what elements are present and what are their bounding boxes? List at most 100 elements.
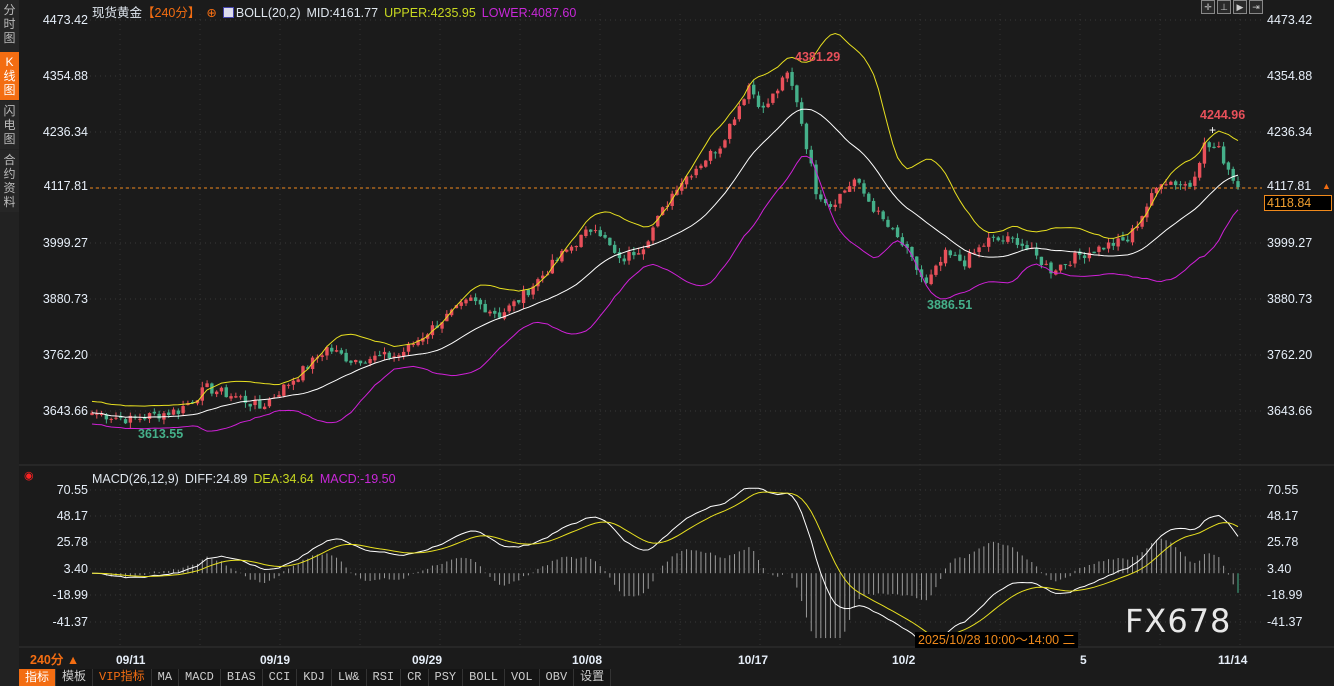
price-axis-label: 3762.20 xyxy=(42,348,88,362)
symbol-name: 现货黄金 xyxy=(92,6,143,20)
sidebar-item-kline[interactable]: K线图 xyxy=(0,52,19,100)
candle-body xyxy=(929,274,933,285)
candle-body xyxy=(1164,184,1168,186)
tab-macd[interactable]: MACD xyxy=(179,669,221,686)
candle-body xyxy=(1082,255,1087,259)
tab-lw[interactable]: LW& xyxy=(331,669,367,686)
candle-body xyxy=(1193,176,1197,186)
candle-body xyxy=(1121,237,1125,241)
period-selector[interactable]: 240分 ▲ xyxy=(30,653,80,667)
candle-body xyxy=(1197,162,1202,178)
candle-body xyxy=(895,227,900,238)
tab-templates[interactable]: 模板 xyxy=(56,669,94,686)
fit-range-icon[interactable]: ⊥ xyxy=(1217,0,1231,14)
candle-body xyxy=(967,252,972,268)
candle-body xyxy=(972,252,976,254)
candle-body xyxy=(238,396,243,398)
record-indicator-icon[interactable]: ◉ xyxy=(24,470,34,482)
candle-body xyxy=(483,303,487,313)
price-axis-label: 4117.81 xyxy=(1267,179,1312,193)
tab-bias[interactable]: BIAS xyxy=(220,669,263,686)
candle-body xyxy=(862,183,866,194)
tab-vip-indicators[interactable]: VIP指标 xyxy=(93,669,152,686)
tab-settings[interactable]: 设置 xyxy=(574,669,612,686)
candle-body xyxy=(934,265,938,275)
candle-body xyxy=(449,309,454,316)
boll-upper-line xyxy=(91,33,1239,407)
tab-boll[interactable]: BOLL xyxy=(463,669,505,686)
jump-end-icon[interactable]: ⇥ xyxy=(1249,0,1263,14)
candle-body xyxy=(411,343,415,346)
candle-body xyxy=(1078,251,1082,255)
candle-body xyxy=(363,362,368,364)
candle-body xyxy=(737,106,742,120)
candle-body xyxy=(823,198,828,204)
macd-name: MACD(26,12,9) xyxy=(92,472,179,486)
candle-body xyxy=(296,379,300,382)
macd-header: MACD(26,12,9) DIFF:24.89 DEA:34.64 MACD:-19… xyxy=(92,472,402,486)
candle-body xyxy=(876,210,881,212)
macd-axis-label: 70.55 xyxy=(56,483,88,497)
candle-body xyxy=(588,229,593,232)
candle-body xyxy=(286,384,291,386)
macd-axis-label: 25.78 xyxy=(1267,535,1299,549)
tab-indicators[interactable]: 指标 xyxy=(19,669,57,686)
candle-body xyxy=(205,383,209,388)
price-axis-label: 3643.66 xyxy=(1267,404,1313,418)
candle-body xyxy=(167,412,171,415)
price-axis-label: 4236.34 xyxy=(42,125,88,139)
crosshair-toggle-icon[interactable]: ⊕ xyxy=(206,6,217,20)
candle-body xyxy=(608,237,612,246)
candle-body xyxy=(799,102,804,124)
candle-body xyxy=(1087,252,1092,259)
scroll-up-icon[interactable]: ▲ xyxy=(1322,181,1331,191)
candle-body xyxy=(833,204,837,208)
candle-body xyxy=(488,311,492,314)
candle-body xyxy=(732,119,737,126)
candle-body xyxy=(493,310,497,314)
macd-axis-label: 3.40 xyxy=(1267,562,1292,576)
crosshair-icon[interactable]: ✛ xyxy=(1201,0,1215,14)
tab-kdj[interactable]: KDJ xyxy=(297,669,332,686)
candle-body xyxy=(497,312,502,318)
candle-body xyxy=(1006,236,1010,242)
tab-psy[interactable]: PSY xyxy=(428,669,464,686)
tab-cr[interactable]: CR xyxy=(401,669,429,686)
indicator-chart-icon[interactable] xyxy=(222,7,234,18)
sidebar-item-contract-info[interactable]: 合约资料 xyxy=(0,150,19,212)
candle-body xyxy=(843,190,847,193)
candle-body xyxy=(622,258,626,262)
candle-body xyxy=(1173,181,1178,186)
candle-body xyxy=(90,412,94,416)
tab-obv[interactable]: OBV xyxy=(539,669,575,686)
play-icon[interactable]: ▶ xyxy=(1233,0,1247,14)
candle-body xyxy=(867,193,871,202)
candle-body xyxy=(627,251,631,261)
candle-body xyxy=(234,396,238,398)
candle-body xyxy=(1092,251,1096,254)
candle-body xyxy=(306,367,310,369)
sidebar-item-flash[interactable]: 闪电图 xyxy=(0,101,19,149)
candle-body xyxy=(478,299,483,305)
candle-body xyxy=(392,356,396,358)
candle-body xyxy=(684,176,689,185)
candle-body xyxy=(282,384,286,396)
candle-body xyxy=(1025,244,1029,250)
candle-body xyxy=(502,312,507,319)
macd-axis-label: 48.17 xyxy=(1267,509,1299,523)
candle-body xyxy=(406,343,411,352)
candle-body xyxy=(641,249,646,255)
sidebar-item-timeshare[interactable]: 分时图 xyxy=(0,0,19,52)
candle-body xyxy=(459,302,463,306)
boll-mid: MID:4161.77 xyxy=(306,6,379,20)
candle-body xyxy=(704,160,708,167)
candle-body xyxy=(651,227,655,241)
candle-body xyxy=(325,347,329,356)
candle-body xyxy=(742,99,746,105)
tab-cci[interactable]: CCI xyxy=(262,669,298,686)
candle-body xyxy=(416,340,420,346)
tab-rsi[interactable]: RSI xyxy=(366,669,402,686)
tab-vol[interactable]: VOL xyxy=(504,669,540,686)
tab-ma[interactable]: MA xyxy=(151,669,180,686)
